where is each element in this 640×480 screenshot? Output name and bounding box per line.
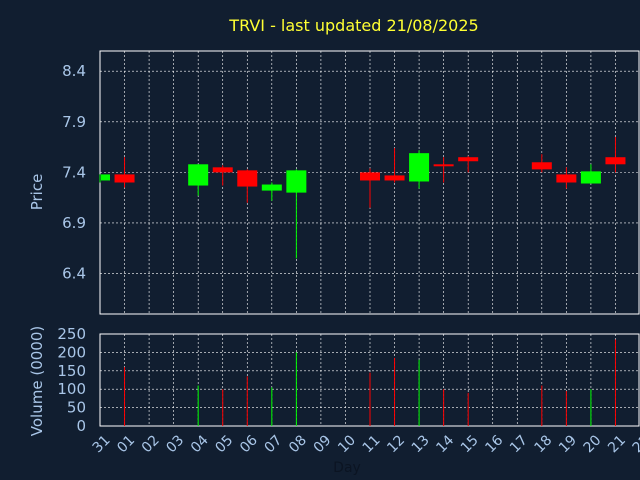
- candle-body: [114, 174, 135, 183]
- x-tick-label: 08: [286, 432, 310, 456]
- candle-body: [605, 157, 626, 165]
- x-tick-label: 18: [532, 432, 556, 456]
- price-tick-label: 8.4: [62, 62, 86, 80]
- volume-tick-label: 200: [57, 343, 86, 361]
- price-tick-label: 7.9: [62, 113, 86, 131]
- candle-body: [237, 170, 258, 187]
- candle-body: [580, 171, 601, 184]
- volume-tick-label: 50: [67, 399, 86, 417]
- x-tick-label: 03: [163, 432, 187, 456]
- candle-body: [556, 174, 577, 183]
- x-axis-label: Day: [333, 460, 361, 476]
- price-axis-label: Price: [28, 174, 46, 211]
- candle-body: [409, 153, 430, 182]
- x-tick-label: 17: [507, 432, 531, 456]
- x-tick-label: 09: [311, 432, 335, 456]
- candle-body: [433, 164, 454, 167]
- x-tick-label: 06: [237, 432, 261, 456]
- x-tick-label: 10: [335, 432, 359, 456]
- candle-body: [286, 170, 307, 193]
- price-tick-label: 7.4: [62, 163, 86, 181]
- candle-body: [458, 157, 479, 162]
- candle-body: [360, 172, 380, 181]
- volume-axis-label: Volume (0000): [28, 326, 46, 436]
- x-tick-label: 01: [114, 432, 138, 456]
- x-tick-label: 04: [188, 432, 212, 456]
- x-tick-label: 13: [409, 432, 433, 456]
- price-tick-label: 6.9: [62, 214, 86, 232]
- candle-body: [531, 162, 552, 170]
- volume-tick-label: 150: [57, 362, 86, 380]
- x-tick-label: 21: [605, 432, 629, 456]
- candle-body: [188, 164, 209, 186]
- x-tick-label: 15: [458, 432, 482, 456]
- candle-body: [261, 184, 282, 191]
- price-tick-label: 6.4: [62, 265, 86, 283]
- x-tick-label: 22: [630, 432, 640, 456]
- x-tick-label: 14: [433, 432, 457, 456]
- x-tick-label: 02: [139, 432, 163, 456]
- x-tick-label: 31: [90, 432, 114, 456]
- x-tick-label: 20: [581, 432, 605, 456]
- chart-layer: 31 01 02 03 04 05 06 07 08 09 10 11 12 13 14 15 16 17 18 19…: [57, 50, 640, 456]
- x-tick-label: 05: [212, 432, 236, 456]
- x-tick-label: 12: [384, 432, 408, 456]
- chart-title: TRVI - last updated 21/08/2025: [228, 16, 478, 35]
- candle-body: [384, 175, 405, 181]
- x-tick-label: 16: [482, 432, 506, 456]
- candle-body: [212, 167, 233, 173]
- volume-tick-label: 250: [57, 325, 86, 343]
- volume-tick-label: 100: [57, 380, 86, 398]
- volume-tick-label: 0: [76, 417, 86, 435]
- x-tick-label: 19: [556, 432, 580, 456]
- candle-body: [101, 174, 110, 181]
- x-tick-label: 07: [262, 432, 286, 456]
- x-tick-label: 11: [360, 432, 384, 456]
